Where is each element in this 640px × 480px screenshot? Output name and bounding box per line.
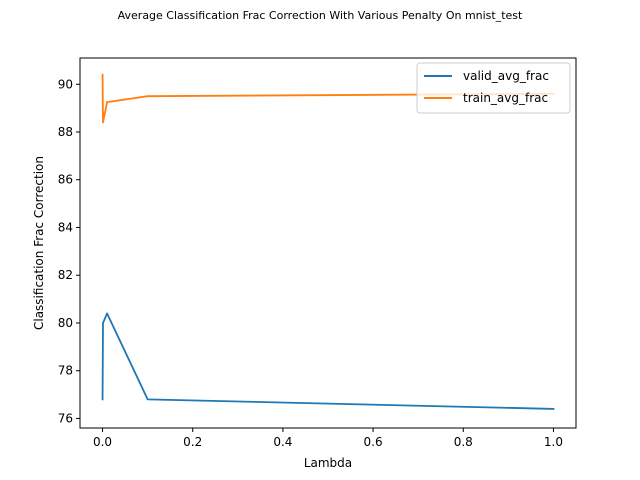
y-tick-label: 76: [58, 411, 73, 425]
x-tick-label: 0.2: [183, 435, 202, 449]
x-axis: 0.0 0.2 0.4 0.6 0.8 1.0: [93, 428, 563, 449]
plot-area: 0.0 0.2 0.4 0.6 0.8 1.0 76 78 80 82 84 86 88 90: [58, 57, 577, 449]
legend-box: [416, 62, 571, 114]
chart-title: Average Classification Frac Correction W…: [118, 9, 523, 22]
series-layer: [101, 73, 555, 410]
y-axis: 76 78 80 82 84 86 88 90: [58, 77, 80, 425]
y-axis-label: Classification Frac Correction: [32, 156, 46, 330]
y-tick-label: 86: [58, 173, 73, 187]
series-line-train-avg-frac: [101, 73, 555, 124]
legend-label-train: train_avg_frac: [463, 91, 548, 105]
y-tick-label: 82: [58, 268, 73, 282]
y-tick-label: 80: [58, 316, 73, 330]
x-tick-label: 0.8: [454, 435, 473, 449]
legend-label-valid: valid_avg_frac: [463, 69, 549, 83]
x-axis-label: Lambda: [304, 456, 352, 470]
x-tick-label: 0.4: [273, 435, 292, 449]
x-tick-label: 0.0: [93, 435, 112, 449]
series-line-valid-avg-frac: [101, 312, 555, 410]
y-tick-label: 90: [58, 77, 73, 91]
x-tick-label: 0.6: [364, 435, 383, 449]
y-tick-label: 84: [58, 220, 73, 234]
y-tick-label: 78: [58, 364, 73, 378]
plot-frame: [79, 57, 577, 429]
x-tick-label: 1.0: [544, 435, 563, 449]
y-tick-label: 88: [58, 125, 73, 139]
legend: valid_avg_frac train_avg_frac: [416, 62, 571, 114]
